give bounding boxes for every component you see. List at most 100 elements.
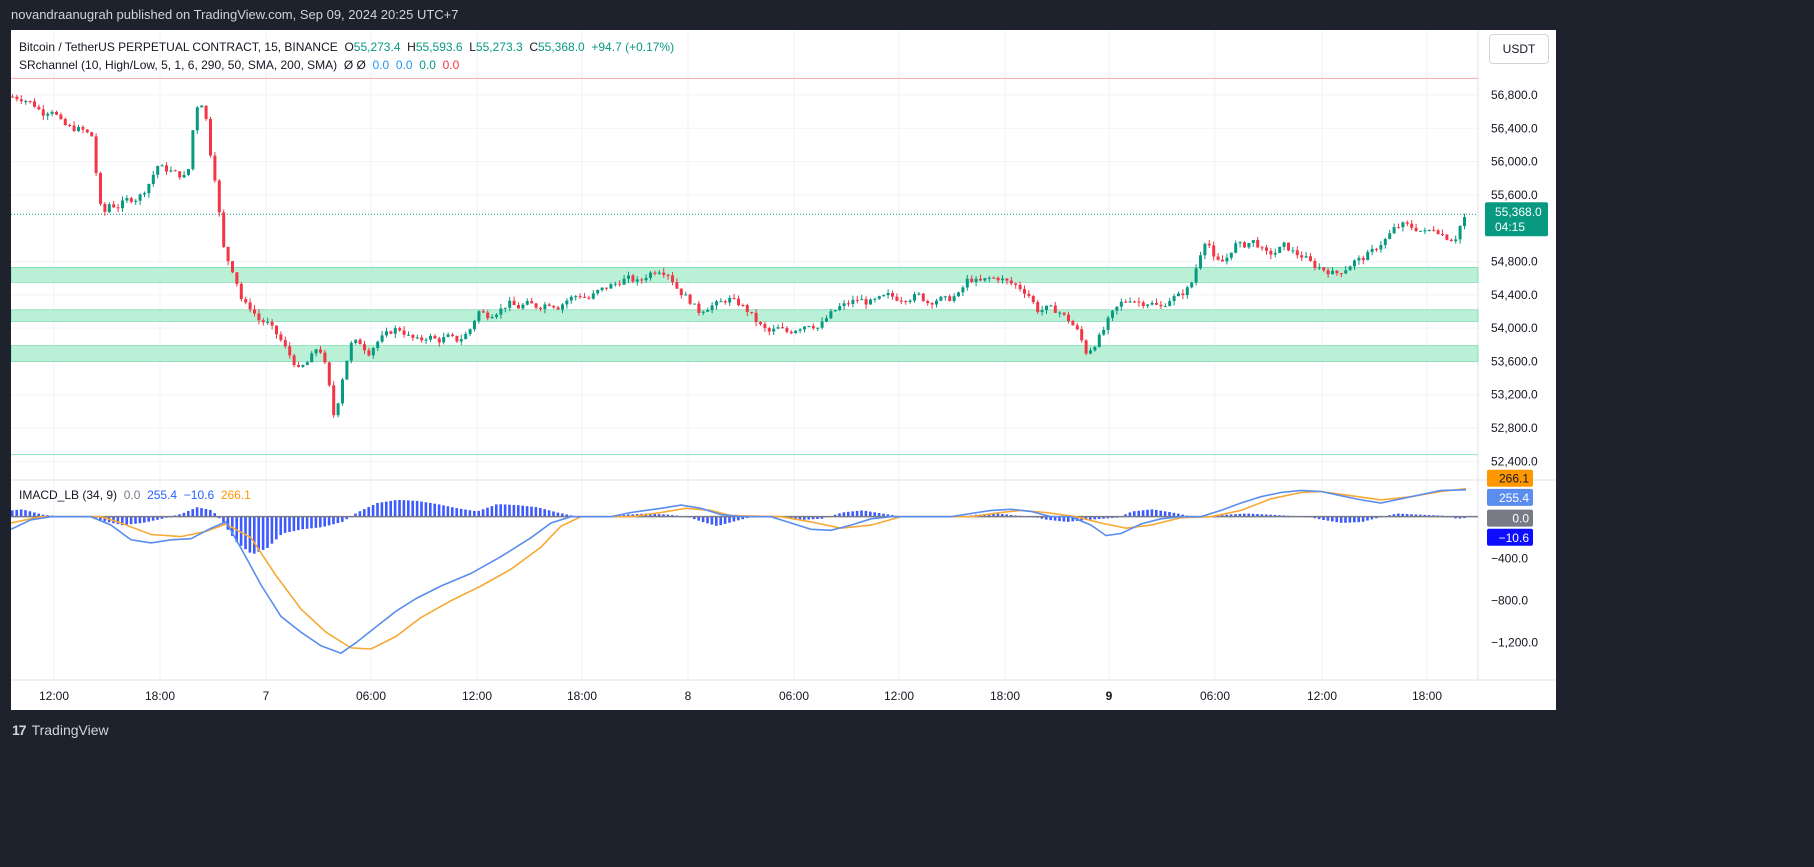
candle-body <box>138 194 142 201</box>
histogram-bar <box>552 511 555 517</box>
candle-body <box>1221 259 1224 262</box>
histogram-bar <box>477 510 480 517</box>
candle-body <box>957 292 960 297</box>
candle-body <box>63 119 67 126</box>
histogram-bar <box>517 505 520 517</box>
histogram-bar <box>886 514 890 517</box>
histogram-bar <box>803 516 806 520</box>
chart-frame[interactable]: 56,800.0 56,400.0 56,000.0 55,600.0 54,800.0… <box>11 30 1556 710</box>
histogram-bar <box>873 512 876 517</box>
histogram-bar <box>1168 512 1171 517</box>
currency-button[interactable]: USDT <box>1489 34 1549 64</box>
candle-body <box>974 278 978 282</box>
candle-body <box>407 334 410 336</box>
candle-body <box>1445 234 1449 240</box>
open-value: 55,273.4 <box>353 40 401 54</box>
histogram-bar <box>1322 516 1325 520</box>
candle-body <box>1058 312 1062 314</box>
candle-body <box>50 111 54 114</box>
candle-body <box>1071 321 1075 326</box>
histogram-bar <box>424 502 428 517</box>
histogram-bar <box>662 514 665 517</box>
candle-body <box>662 272 666 275</box>
histogram-bar <box>1414 514 1418 517</box>
candle-body <box>380 335 384 342</box>
histogram-bar <box>266 516 269 548</box>
indicator-value-2: 0.0 <box>395 58 413 72</box>
candle-body <box>354 339 358 343</box>
candle-body <box>1194 268 1198 283</box>
price-axis[interactable]: 56,800.0 56,400.0 56,000.0 55,600.0 54,800.0… <box>1485 88 1548 468</box>
candle-body <box>1366 251 1370 261</box>
histogram-bar <box>209 509 212 517</box>
histogram-bar <box>666 514 670 517</box>
candle-body <box>1023 289 1026 294</box>
candle-body <box>552 305 556 308</box>
candle-body <box>231 261 234 273</box>
candle-body <box>319 349 322 353</box>
candle-body <box>358 339 362 345</box>
histogram-bar <box>1269 514 1272 517</box>
candle-body <box>345 360 349 380</box>
macd-axis[interactable]: −400.0 −800.0 −1,200.0 266.1 255.4 0.0 −10.6 <box>1487 469 1538 650</box>
time-tick-6: 8 <box>685 689 692 703</box>
histogram-bar <box>116 516 120 525</box>
macd-line <box>11 489 1467 655</box>
candle-body <box>719 301 723 303</box>
candle-body <box>191 130 195 170</box>
candle-body <box>1141 302 1145 307</box>
histogram-bar <box>1005 514 1008 517</box>
candle-body <box>420 337 424 341</box>
histogram-bar <box>710 516 714 525</box>
histogram-bar <box>499 504 502 517</box>
candle-body <box>187 169 190 175</box>
histogram-bar <box>561 513 564 517</box>
time-axis[interactable]: 12:00 18:00 7 06:00 12:00 18:00 8 06:00 12:00 18:… <box>39 689 1442 703</box>
histogram-bar <box>389 500 392 517</box>
price-tick-4: 54,800.0 <box>1491 255 1538 269</box>
candle-body <box>1089 350 1092 354</box>
histogram-bar <box>543 509 546 517</box>
candle-body <box>292 355 296 366</box>
candle-body <box>864 299 868 305</box>
histogram-bar <box>1102 516 1105 519</box>
histogram-bar <box>715 516 718 526</box>
histogram-bar <box>363 509 366 517</box>
histogram-bar <box>851 511 854 517</box>
candle-body <box>772 328 776 332</box>
candle-body <box>710 305 714 311</box>
close-label: C <box>529 40 538 54</box>
macd-tick-0: −400.0 <box>1491 552 1528 566</box>
price-tick-8: 53,200.0 <box>1491 388 1538 402</box>
candle-body <box>393 328 397 334</box>
histogram-bar <box>1260 514 1264 517</box>
candle-body <box>715 301 718 306</box>
histogram-bar <box>847 511 850 517</box>
histogram-bar <box>706 516 709 524</box>
macd-legend-v2: 255.4 <box>147 488 178 502</box>
indicator-row[interactable]: SRchannel (10, High/Low, 5, 1, 6, 290, 5… <box>19 56 674 74</box>
candle-body <box>1155 302 1158 305</box>
open-label: O <box>344 40 354 54</box>
candle-body <box>1001 278 1004 281</box>
candle-body <box>609 284 613 289</box>
histogram-bar <box>354 513 357 517</box>
histogram-bar <box>1388 515 1391 517</box>
candle-body <box>182 174 186 178</box>
candle-body <box>908 300 912 302</box>
candle-body <box>943 296 947 298</box>
histogram-bar <box>737 516 740 521</box>
macd-legend[interactable]: IMACD_LB (34, 9) 0.0 255.4 −10.6 266.1 <box>19 488 251 502</box>
candle-body <box>1018 284 1022 290</box>
candle-body <box>1225 257 1229 262</box>
histogram-bar <box>860 510 863 517</box>
candle-body <box>543 304 547 310</box>
tradingview-logo[interactable]: 17 TradingView <box>12 722 109 738</box>
time-tick-12: 12:00 <box>1307 689 1337 703</box>
histogram-bar <box>248 516 252 553</box>
chart-canvas[interactable]: 56,800.0 56,400.0 56,000.0 55,600.0 54,800.0… <box>11 30 1556 710</box>
candle-body <box>1405 222 1409 224</box>
candle-body <box>28 100 32 102</box>
histogram-bar <box>99 516 102 521</box>
histogram-bar <box>1357 516 1360 523</box>
